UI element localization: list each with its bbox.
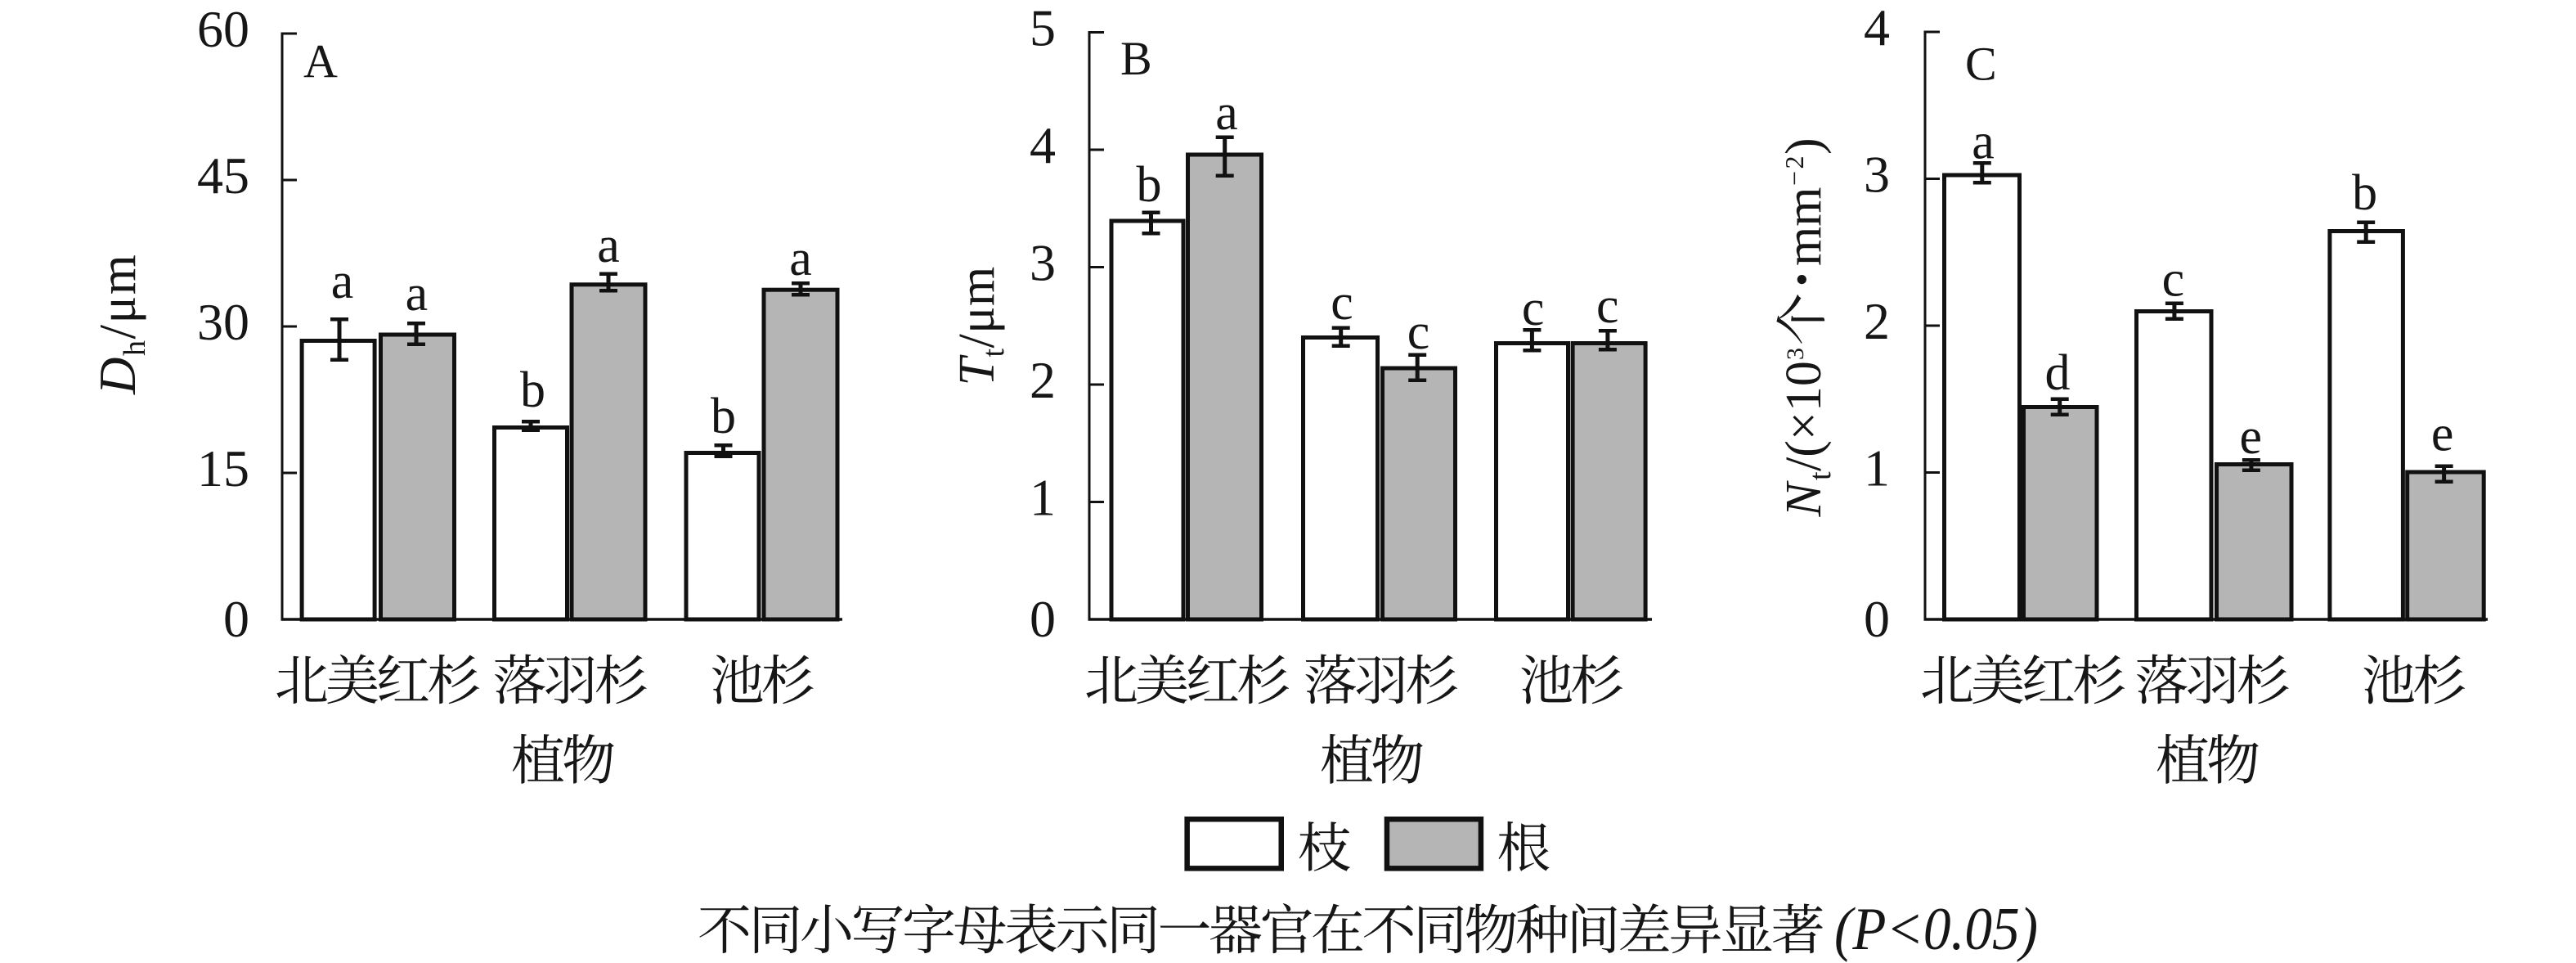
svg-text:A: A bbox=[303, 35, 338, 88]
svg-text:t: t bbox=[1803, 471, 1838, 480]
svg-text:0: 0 bbox=[1864, 590, 1890, 648]
svg-text:c: c bbox=[1596, 278, 1619, 334]
svg-text:Dh/μm: Dh/μm bbox=[89, 254, 152, 395]
svg-text:b: b bbox=[711, 389, 736, 444]
svg-text:b: b bbox=[1137, 157, 1162, 213]
svg-text:/(×10: /(×10 bbox=[1776, 361, 1832, 471]
svg-text:0: 0 bbox=[1030, 590, 1056, 648]
svg-text:3: 3 bbox=[1782, 348, 1809, 360]
svg-text:(P<0.05): (P<0.05) bbox=[1834, 896, 2038, 963]
svg-text:e: e bbox=[2240, 409, 2263, 465]
svg-text:5: 5 bbox=[1030, 0, 1056, 57]
svg-text:b: b bbox=[520, 362, 545, 418]
svg-text:3: 3 bbox=[1864, 146, 1890, 204]
svg-text:1: 1 bbox=[1864, 439, 1890, 497]
svg-text:c: c bbox=[2162, 252, 2185, 308]
svg-text:a: a bbox=[406, 266, 429, 322]
svg-text:c: c bbox=[1331, 275, 1353, 331]
svg-text:2: 2 bbox=[1864, 292, 1890, 350]
svg-text:d: d bbox=[2045, 345, 2071, 401]
svg-text:): ) bbox=[1776, 137, 1832, 155]
svg-text:a: a bbox=[597, 218, 620, 273]
svg-text:C: C bbox=[1965, 38, 1997, 91]
svg-text:60: 60 bbox=[197, 0, 249, 58]
svg-text:4: 4 bbox=[1864, 0, 1890, 56]
svg-text:−: − bbox=[1779, 171, 1809, 186]
svg-text:c: c bbox=[1407, 304, 1430, 360]
svg-text:0: 0 bbox=[223, 590, 249, 648]
svg-text:mm: mm bbox=[1776, 187, 1832, 266]
svg-text:e: e bbox=[2431, 407, 2454, 462]
svg-text:1: 1 bbox=[1030, 469, 1056, 527]
svg-text:B: B bbox=[1120, 32, 1152, 85]
svg-text:Tt/μm: Tt/μm bbox=[949, 266, 1011, 385]
svg-text:2: 2 bbox=[1779, 156, 1809, 169]
svg-text:4: 4 bbox=[1030, 116, 1056, 174]
svg-text:a: a bbox=[1972, 115, 1995, 170]
svg-text:30: 30 bbox=[197, 293, 249, 351]
svg-text:15: 15 bbox=[197, 439, 249, 497]
svg-text:3: 3 bbox=[1030, 234, 1056, 292]
svg-text:45: 45 bbox=[197, 146, 249, 205]
svg-text:N: N bbox=[1776, 480, 1832, 518]
svg-text:a: a bbox=[1215, 85, 1238, 141]
svg-text:2: 2 bbox=[1030, 351, 1056, 409]
svg-text:a: a bbox=[789, 231, 812, 286]
svg-text:b: b bbox=[2352, 165, 2377, 221]
svg-text:c: c bbox=[1522, 281, 1545, 336]
svg-text:a: a bbox=[331, 254, 354, 309]
